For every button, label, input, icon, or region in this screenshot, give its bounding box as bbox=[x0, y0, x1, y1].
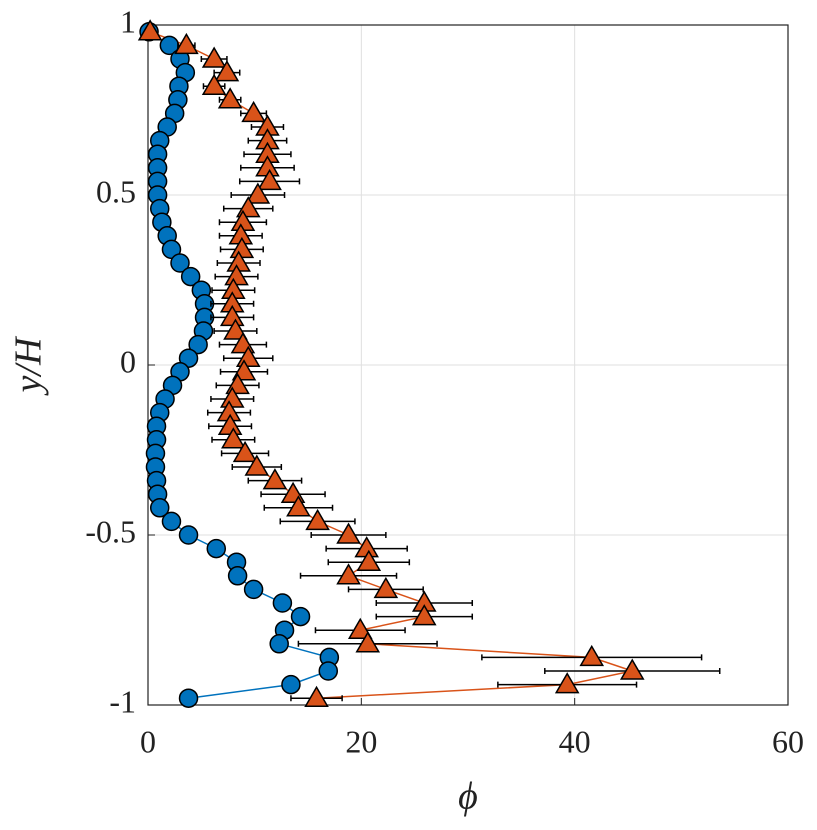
triangle-marker bbox=[579, 644, 605, 667]
triangle-marker bbox=[257, 168, 282, 191]
triangle-marker bbox=[304, 685, 329, 707]
triangle-marker bbox=[305, 508, 330, 531]
circle-marker bbox=[227, 566, 248, 586]
triangle-marker bbox=[411, 604, 437, 626]
triangle-marker bbox=[356, 549, 382, 571]
circle-marker bbox=[170, 253, 190, 273]
triangle-marker bbox=[217, 87, 243, 109]
axes-box bbox=[147, 24, 789, 706]
x-tick-label: 40 bbox=[559, 723, 591, 759]
x-tick-label: 60 bbox=[772, 723, 804, 759]
triangle-marker bbox=[214, 60, 240, 82]
circle-marker bbox=[149, 498, 170, 518]
triangle-marker bbox=[286, 495, 311, 517]
circle-marker bbox=[290, 606, 311, 627]
triangle-marker bbox=[223, 318, 248, 340]
triangle-marker bbox=[373, 576, 399, 599]
y-tick-label: 0.5 bbox=[96, 173, 136, 209]
y-axis-label: y/H bbox=[8, 335, 50, 396]
circle-marker bbox=[243, 579, 264, 600]
circle-marker bbox=[269, 634, 289, 654]
x-axis-label: ϕ bbox=[458, 776, 478, 818]
triangle-marker bbox=[262, 468, 288, 490]
circle-marker bbox=[272, 593, 293, 613]
triangle-marker bbox=[201, 46, 227, 68]
y-tick-label: -1 bbox=[109, 683, 136, 719]
triangle-marker bbox=[355, 631, 381, 653]
y-tick-label: 1 bbox=[120, 3, 136, 39]
triangle-marker bbox=[241, 100, 266, 123]
circle-marker bbox=[281, 674, 301, 695]
triangle-marker bbox=[232, 440, 258, 463]
triangle-marker bbox=[174, 32, 199, 55]
circle-marker bbox=[161, 511, 182, 532]
circle-marker bbox=[206, 538, 227, 559]
x-tick-label: 0 bbox=[140, 723, 156, 759]
circle-marker bbox=[178, 525, 199, 545]
y-tick-label: 0 bbox=[120, 343, 136, 379]
triangle-marker bbox=[245, 182, 271, 204]
circle-marker bbox=[178, 688, 199, 708]
triangle-marker bbox=[336, 563, 361, 585]
triangle-marker bbox=[619, 658, 645, 680]
triangle-marker bbox=[244, 454, 270, 476]
triangle-marker bbox=[221, 427, 246, 449]
x-tick-label: 20 bbox=[345, 723, 377, 759]
triangle-marker bbox=[336, 522, 361, 544]
circle-marker bbox=[180, 266, 201, 287]
triangle-marker bbox=[137, 19, 163, 41]
y-tick-label: -0.5 bbox=[85, 513, 136, 549]
triangle-marker bbox=[201, 73, 227, 95]
triangle-marker bbox=[347, 617, 373, 639]
circle-marker bbox=[318, 661, 339, 681]
circle-marker bbox=[188, 334, 208, 355]
triangle-marker bbox=[554, 672, 580, 694]
